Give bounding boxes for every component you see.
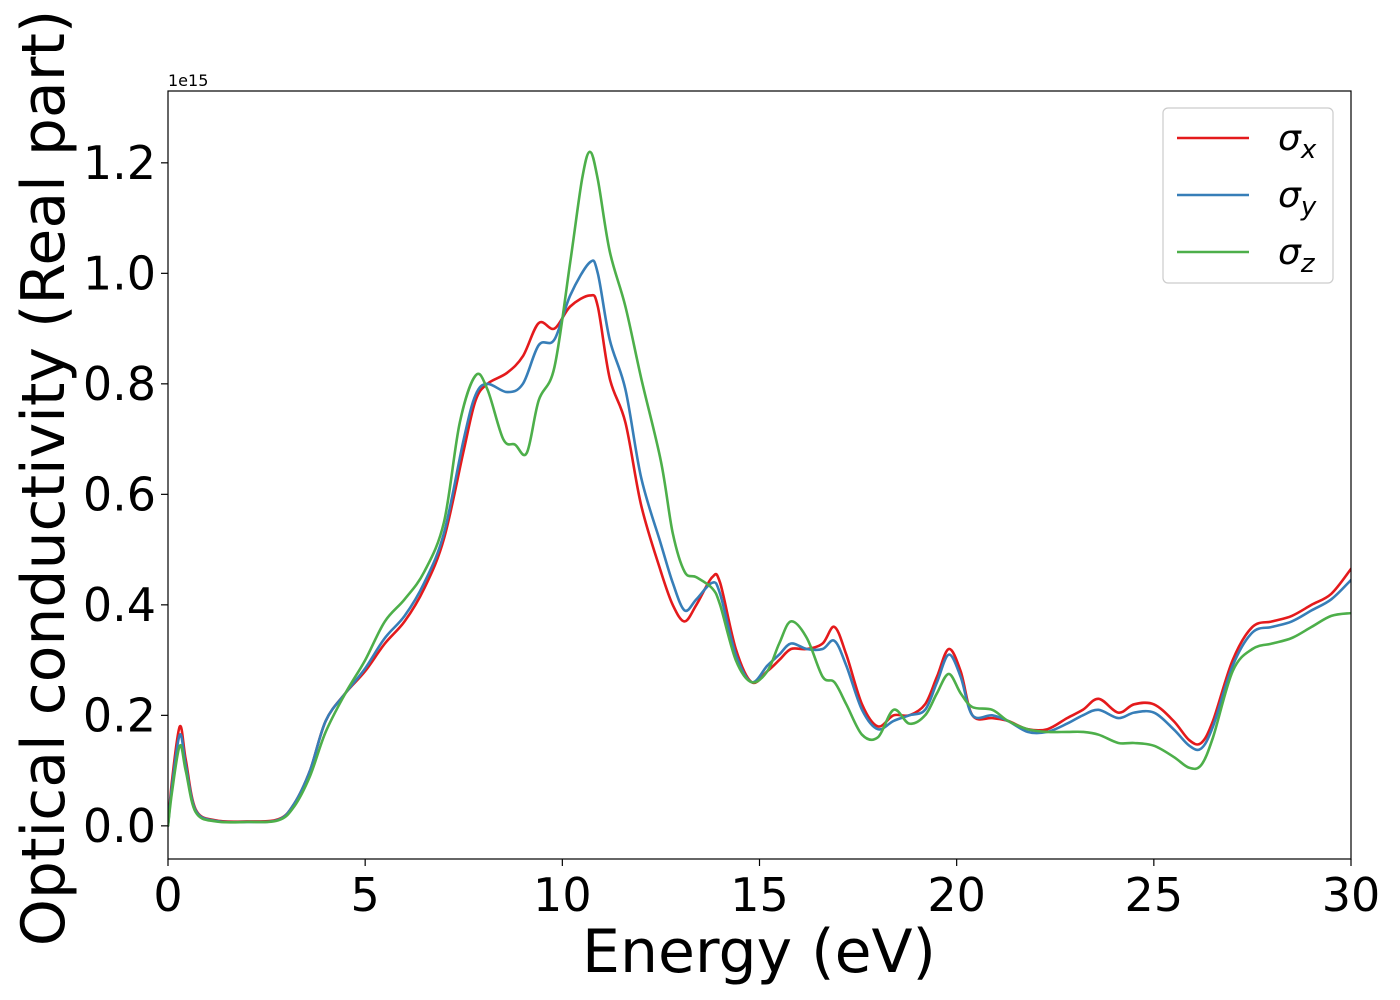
y-tick-label: 0.6 bbox=[83, 467, 156, 521]
x-tick-label: 10 bbox=[533, 868, 592, 922]
x-tick-label: 25 bbox=[1125, 868, 1184, 922]
x-axis-title: Energy (eV) bbox=[582, 917, 936, 987]
x-tick-label: 30 bbox=[1322, 868, 1381, 922]
series-line-z bbox=[168, 150, 1351, 828]
y-tick-label: 0.4 bbox=[83, 578, 156, 632]
y-tick-label: 0.0 bbox=[83, 799, 156, 853]
y-axis: 0.0 0.2 0.4 0.6 0.8 1.0 1.2 bbox=[83, 136, 168, 853]
x-tick-label: 15 bbox=[730, 868, 789, 922]
x-tick-label: 0 bbox=[153, 868, 182, 922]
y-tick-label: 1.2 bbox=[83, 136, 156, 190]
x-tick-label: 5 bbox=[351, 868, 380, 922]
y-tick-label: 0.8 bbox=[83, 357, 156, 411]
x-tick-label: 20 bbox=[927, 868, 986, 922]
y-tick-label: 1.0 bbox=[83, 246, 156, 300]
y-tick-label: 0.2 bbox=[83, 688, 156, 742]
y-axis-title: Optical conductivity (Real part) bbox=[9, 10, 79, 947]
series-layer bbox=[168, 150, 1351, 828]
y-offset-label: 1e15 bbox=[168, 71, 208, 90]
x-axis: 0 5 10 15 20 25 30 bbox=[153, 859, 1380, 922]
plot-area bbox=[167, 90, 1352, 860]
